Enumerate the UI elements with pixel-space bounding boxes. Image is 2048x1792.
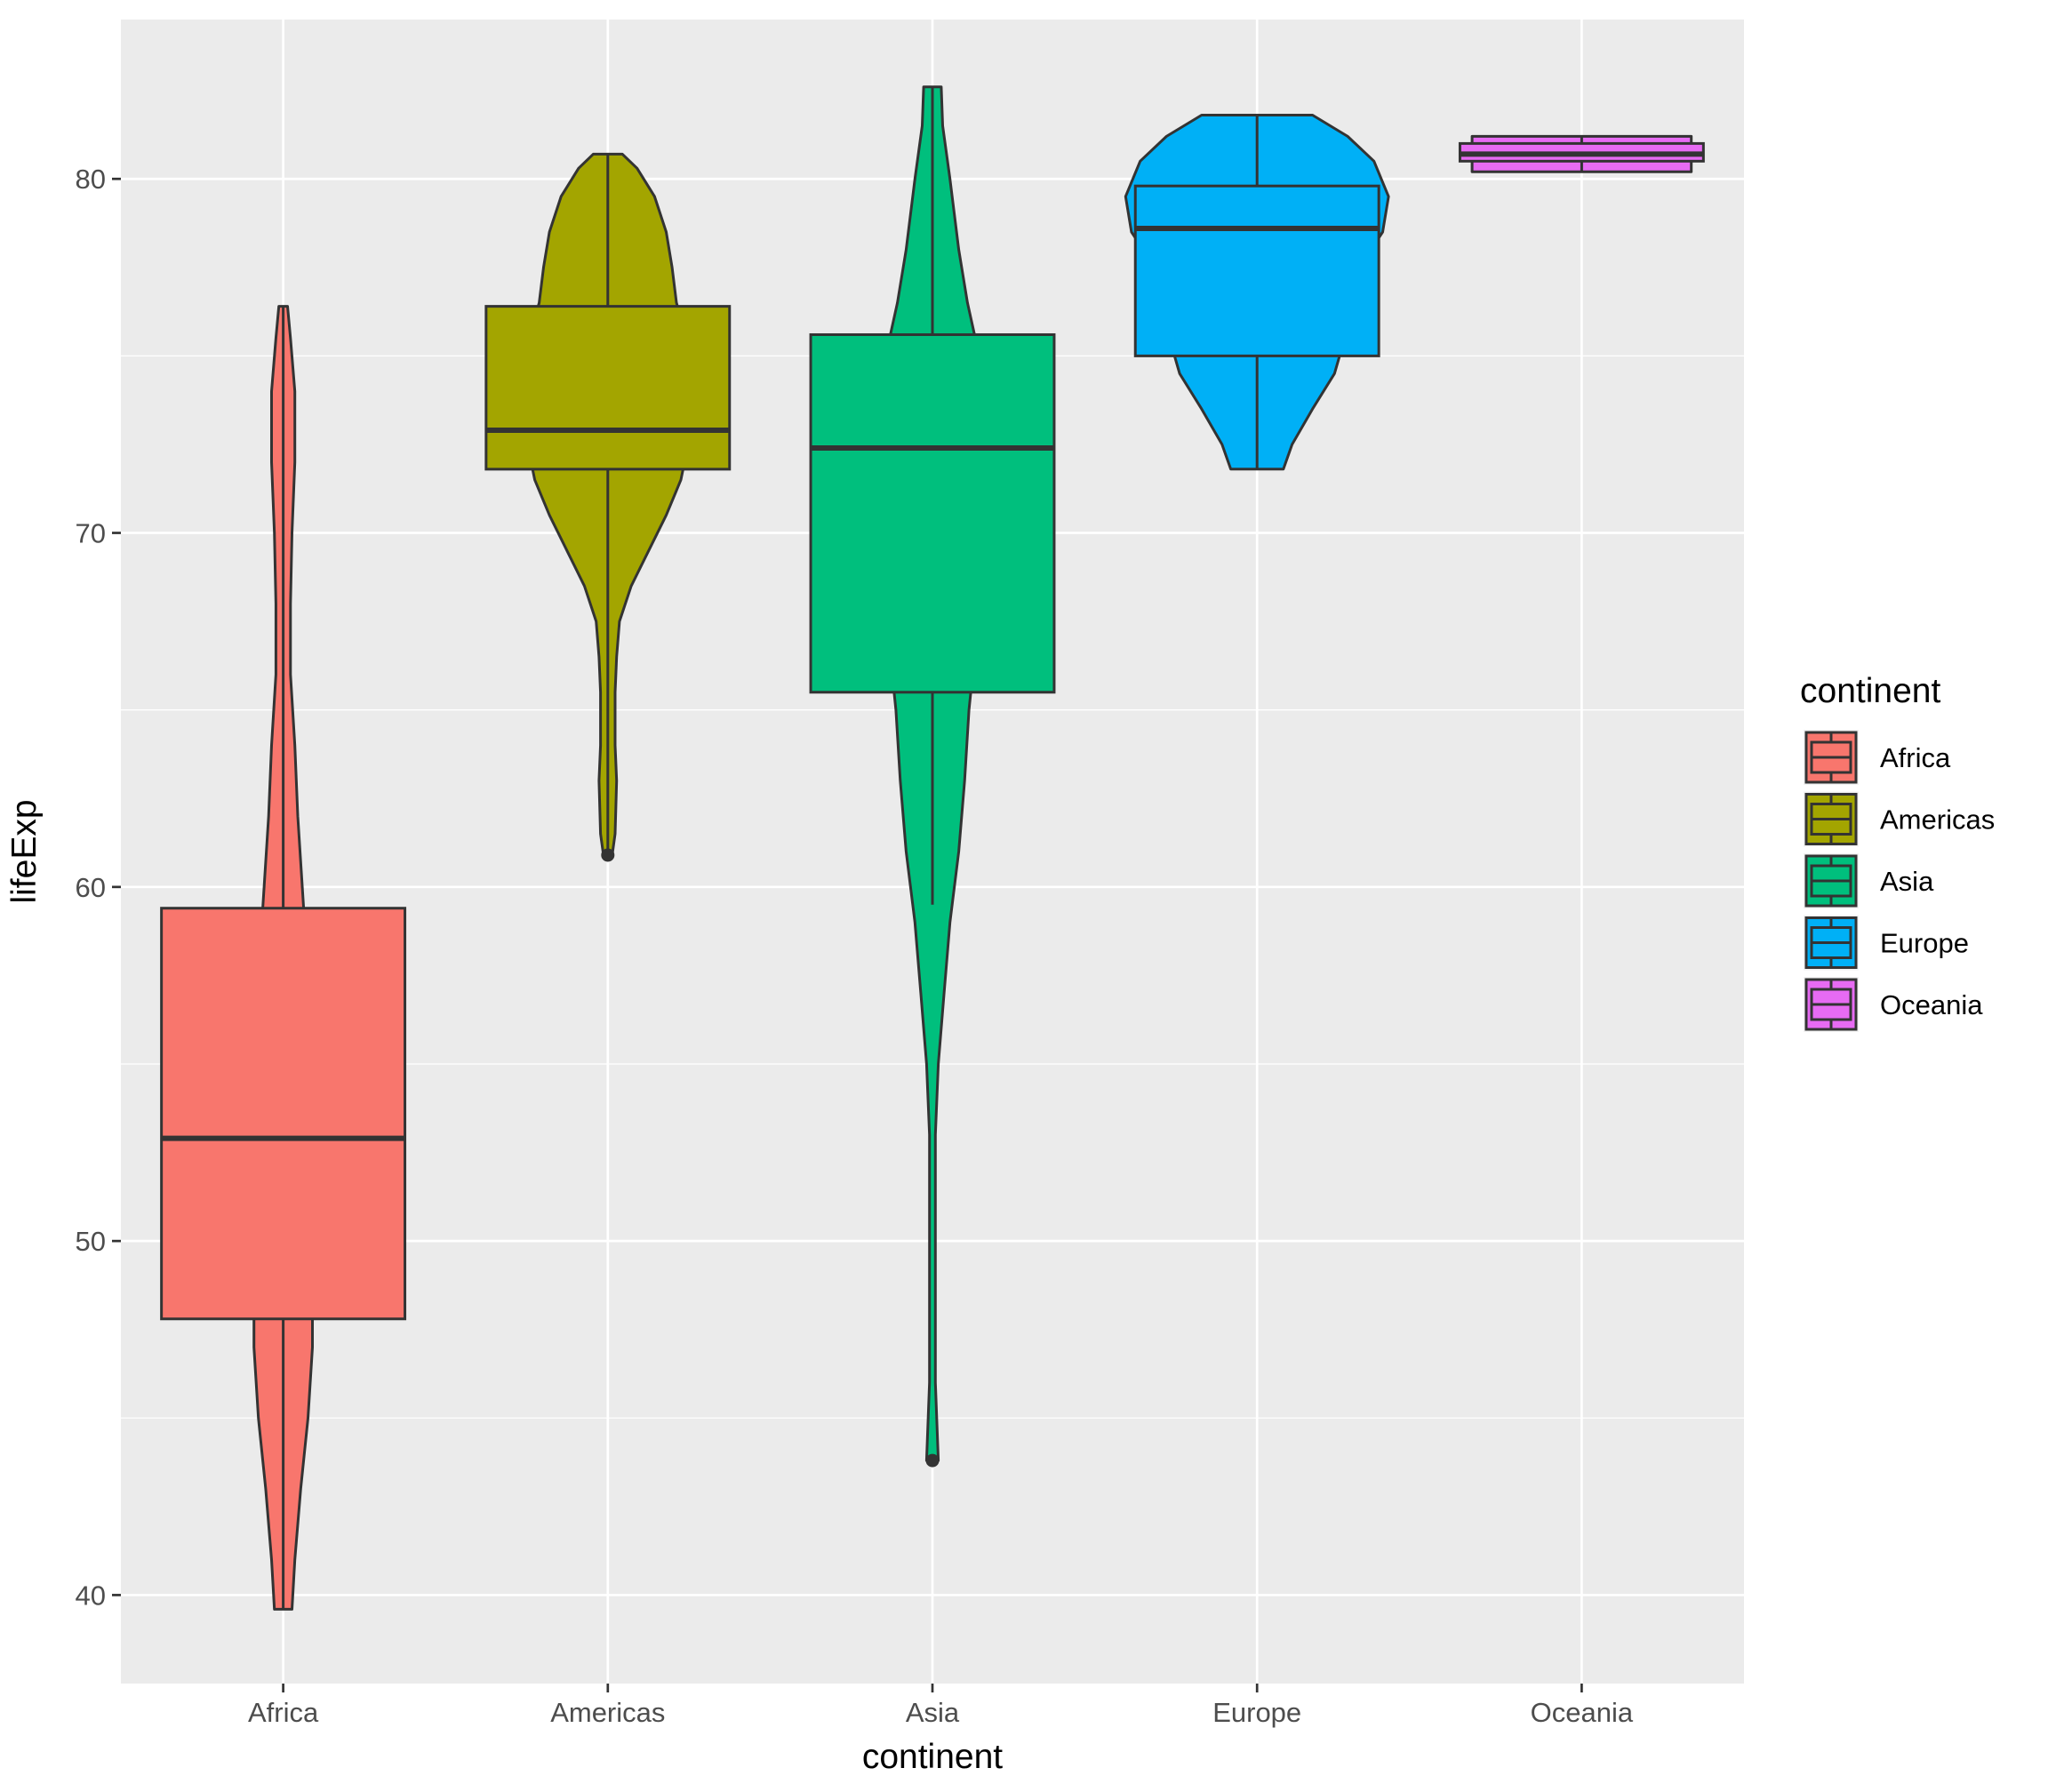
legend-label: Asia — [1880, 866, 1934, 897]
x-tick-label: Oceania — [1531, 1697, 1634, 1728]
x-tick-label: Asia — [906, 1697, 960, 1728]
outlier-point — [601, 848, 615, 862]
plot-marks — [160, 85, 1705, 1611]
y-axis-title: lifeExp — [5, 799, 44, 903]
legend-label: Europe — [1880, 928, 1969, 959]
series-africa — [160, 305, 407, 1611]
legend-label: Americas — [1880, 804, 1995, 836]
box — [484, 305, 732, 471]
y-tick-label: 70 — [76, 518, 106, 549]
box — [160, 907, 407, 1321]
box — [1133, 184, 1380, 357]
legend-item-americas: Americas — [1804, 791, 1995, 847]
box — [809, 332, 1056, 694]
series-oceania — [1458, 134, 1705, 173]
legend-item-africa: Africa — [1804, 730, 1951, 785]
series-asia — [809, 85, 1056, 1468]
legend-item-europe: Europe — [1804, 915, 1969, 971]
x-tick-label: Europe — [1212, 1697, 1301, 1728]
legend: continent Africa Americas Asia Europe Oceani… — [1800, 672, 1995, 1032]
legend-title: continent — [1800, 672, 1940, 710]
legend-item-asia: Asia — [1804, 853, 1934, 908]
x-axis-title: continent — [862, 1738, 1003, 1776]
axes: 40 50 60 70 80 Africa Americas Asia Europe Oceani… — [76, 164, 1634, 1728]
legend-label: Africa — [1880, 742, 1951, 773]
y-tick-label: 80 — [76, 164, 106, 195]
series-americas — [484, 152, 732, 862]
series-europe — [1124, 114, 1390, 471]
x-tick-label: Americas — [550, 1697, 665, 1728]
x-tick-label: Africa — [248, 1697, 319, 1728]
y-tick-label: 50 — [76, 1226, 106, 1257]
outlier-point — [925, 1453, 940, 1468]
y-tick-label: 40 — [76, 1580, 106, 1611]
legend-item-oceania: Oceania — [1804, 977, 1983, 1032]
y-tick-label: 60 — [76, 872, 106, 903]
legend-label: Oceania — [1880, 989, 1983, 1020]
